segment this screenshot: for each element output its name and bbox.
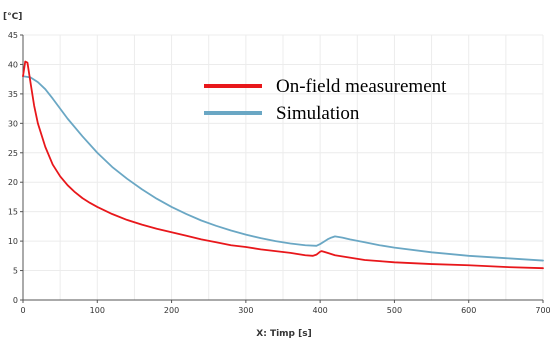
y-tick-label: 35 bbox=[8, 90, 18, 99]
x-tick-label: 500 bbox=[387, 306, 402, 315]
y-tick-label: 0 bbox=[13, 296, 18, 305]
tick-labels: 0 100 200 300 400 500 600 700 0 5 10 15 20 25 30 35 40 45 bbox=[8, 31, 550, 315]
y-tick-label: 5 bbox=[13, 267, 18, 276]
y-tick-label: 45 bbox=[8, 31, 18, 40]
series-line-simulation bbox=[22, 75, 544, 262]
y-tick-label: 15 bbox=[8, 208, 18, 217]
series-line-measurement bbox=[22, 60, 544, 270]
x-tick-label: 300 bbox=[238, 306, 253, 315]
y-tick-label: 30 bbox=[8, 119, 18, 128]
legend: On-field measurement Simulation bbox=[204, 76, 447, 124]
x-tick-label: 700 bbox=[535, 306, 550, 315]
gridlines bbox=[22, 34, 544, 301]
x-tick-label: 100 bbox=[90, 306, 105, 315]
legend-label-simulation: Simulation bbox=[276, 103, 360, 124]
x-tick-label: 600 bbox=[461, 306, 476, 315]
y-tick-label: 20 bbox=[8, 178, 18, 187]
x-tick-label: 400 bbox=[313, 306, 328, 315]
x-tick-label: 200 bbox=[164, 306, 179, 315]
series-lines bbox=[22, 60, 544, 270]
y-tick-label: 25 bbox=[8, 149, 18, 158]
axes: [°C] X: Timp [s] bbox=[3, 12, 544, 339]
legend-label-measurement: On-field measurement bbox=[276, 76, 447, 97]
x-tick-label: 0 bbox=[20, 306, 25, 315]
y-tick-label: 40 bbox=[8, 60, 18, 69]
x-axis-title: X: Timp [s] bbox=[256, 329, 311, 339]
y-axis-title: [°C] bbox=[3, 12, 22, 22]
y-tick-label: 10 bbox=[8, 237, 18, 246]
